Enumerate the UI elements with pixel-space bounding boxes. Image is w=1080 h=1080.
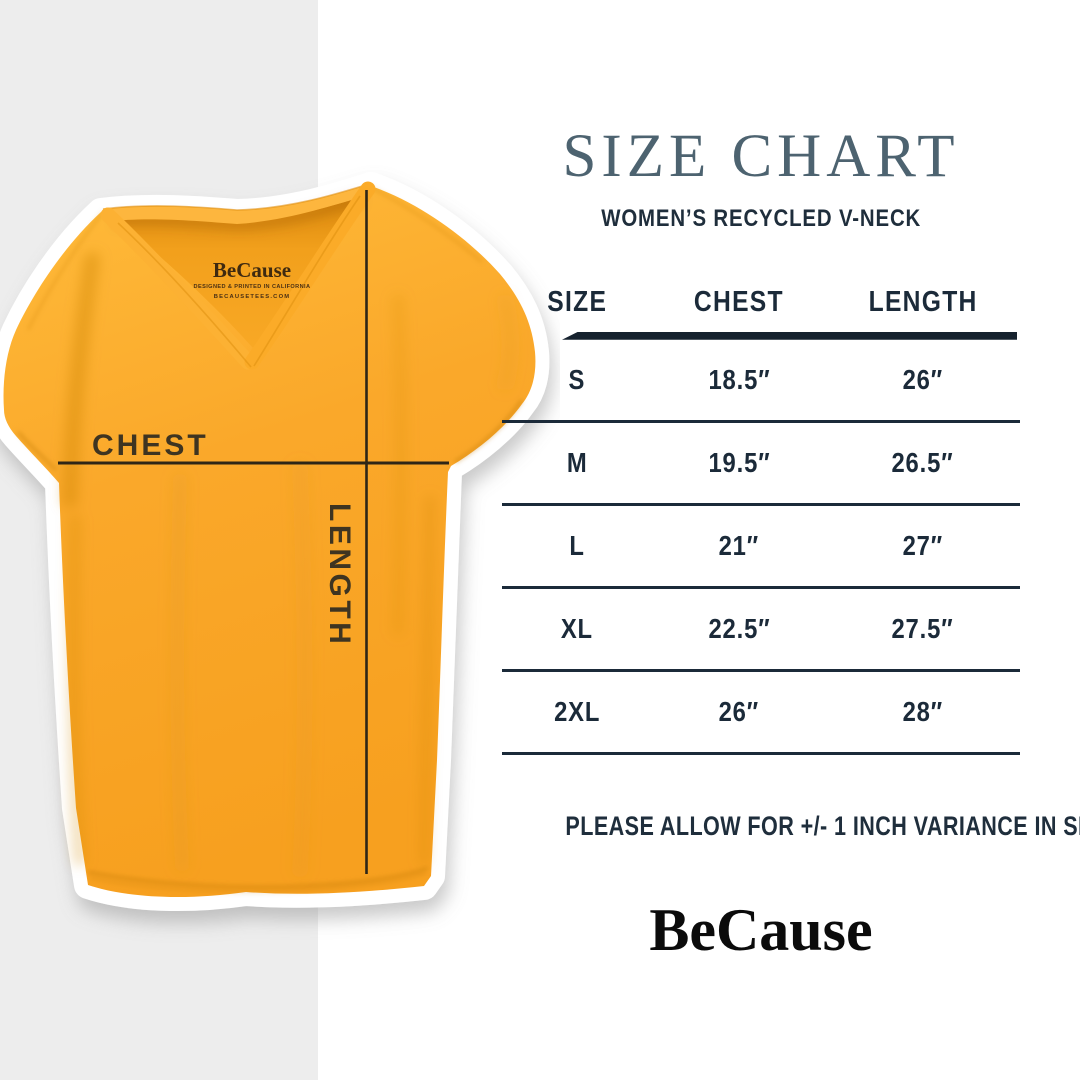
measurement-annotations: CHEST LENGTH bbox=[58, 190, 449, 874]
length-label: LENGTH bbox=[323, 503, 356, 647]
col-header-chest: CHEST bbox=[694, 286, 784, 319]
page-subtitle-text: WOMEN’S RECYCLED V-NECK bbox=[601, 205, 921, 232]
cell-size: 2XL bbox=[553, 695, 601, 727]
cell-chest: 26″ bbox=[718, 695, 760, 727]
cell-chest: 18.5″ bbox=[707, 363, 770, 395]
cell-size: S bbox=[568, 363, 586, 395]
cell-size: L bbox=[569, 529, 585, 561]
tshirt-illustration: BeCause DESIGNED & PRINTED IN CALIFORNIA… bbox=[0, 172, 550, 912]
table-row-2xl: 2XL 26″ 28″ bbox=[502, 672, 1020, 755]
neck-tag-line1: DESIGNED & PRINTED IN CALIFORNIA bbox=[194, 284, 311, 290]
cell-size: XL bbox=[561, 612, 594, 644]
neck-tag-brand: BeCause bbox=[213, 258, 291, 282]
chest-label: CHEST bbox=[92, 429, 209, 462]
page-subtitle: WOMEN’S RECYCLED V-NECK bbox=[497, 205, 1025, 234]
cell-length: 28″ bbox=[902, 695, 944, 727]
neck-tag-line2: BECAUSETEES.COM bbox=[214, 294, 291, 300]
table-row-xl: XL 22.5″ 27.5″ bbox=[502, 589, 1020, 672]
cell-length: 26″ bbox=[902, 363, 944, 395]
size-note: PLEASE ALLOW FOR +/- 1 INCH VARIANCE IN … bbox=[497, 811, 1080, 842]
table-row-m: M 19.5″ 26.5″ bbox=[502, 423, 1020, 506]
cell-length: 27″ bbox=[902, 529, 944, 561]
cell-size: M bbox=[566, 446, 588, 478]
size-chart-panel: SIZE CHART WOMEN’S RECYCLED V-NECK SIZE … bbox=[497, 0, 1080, 965]
col-header-size: SIZE bbox=[547, 286, 608, 319]
col-header-length: LENGTH bbox=[868, 286, 978, 319]
table-row-l: L 21″ 27″ bbox=[502, 506, 1020, 589]
cell-length: 26.5″ bbox=[891, 446, 954, 478]
collar-back-band bbox=[103, 184, 369, 224]
vneck-interior bbox=[114, 197, 362, 348]
size-table: SIZE CHEST LENGTH S 18.5″ 26″ M 19.5″ 26… bbox=[502, 274, 1020, 755]
size-note-text: PLEASE ALLOW FOR +/- 1 INCH VARIANCE IN … bbox=[565, 810, 1080, 841]
cell-chest: 21″ bbox=[718, 529, 760, 561]
table-header-rule bbox=[562, 331, 1017, 340]
cell-length: 27.5″ bbox=[891, 612, 954, 644]
cell-chest: 22.5″ bbox=[707, 612, 770, 644]
cell-chest: 19.5″ bbox=[707, 446, 770, 478]
brand-logo: BeCause bbox=[649, 896, 873, 963]
size-table-header: SIZE CHEST LENGTH bbox=[502, 274, 1020, 332]
table-row-s: S 18.5″ 26″ bbox=[502, 340, 1020, 423]
page-title: SIZE CHART bbox=[562, 123, 960, 190]
shirt-body: BeCause DESIGNED & PRINTED IN CALIFORNIA… bbox=[3, 181, 536, 898]
